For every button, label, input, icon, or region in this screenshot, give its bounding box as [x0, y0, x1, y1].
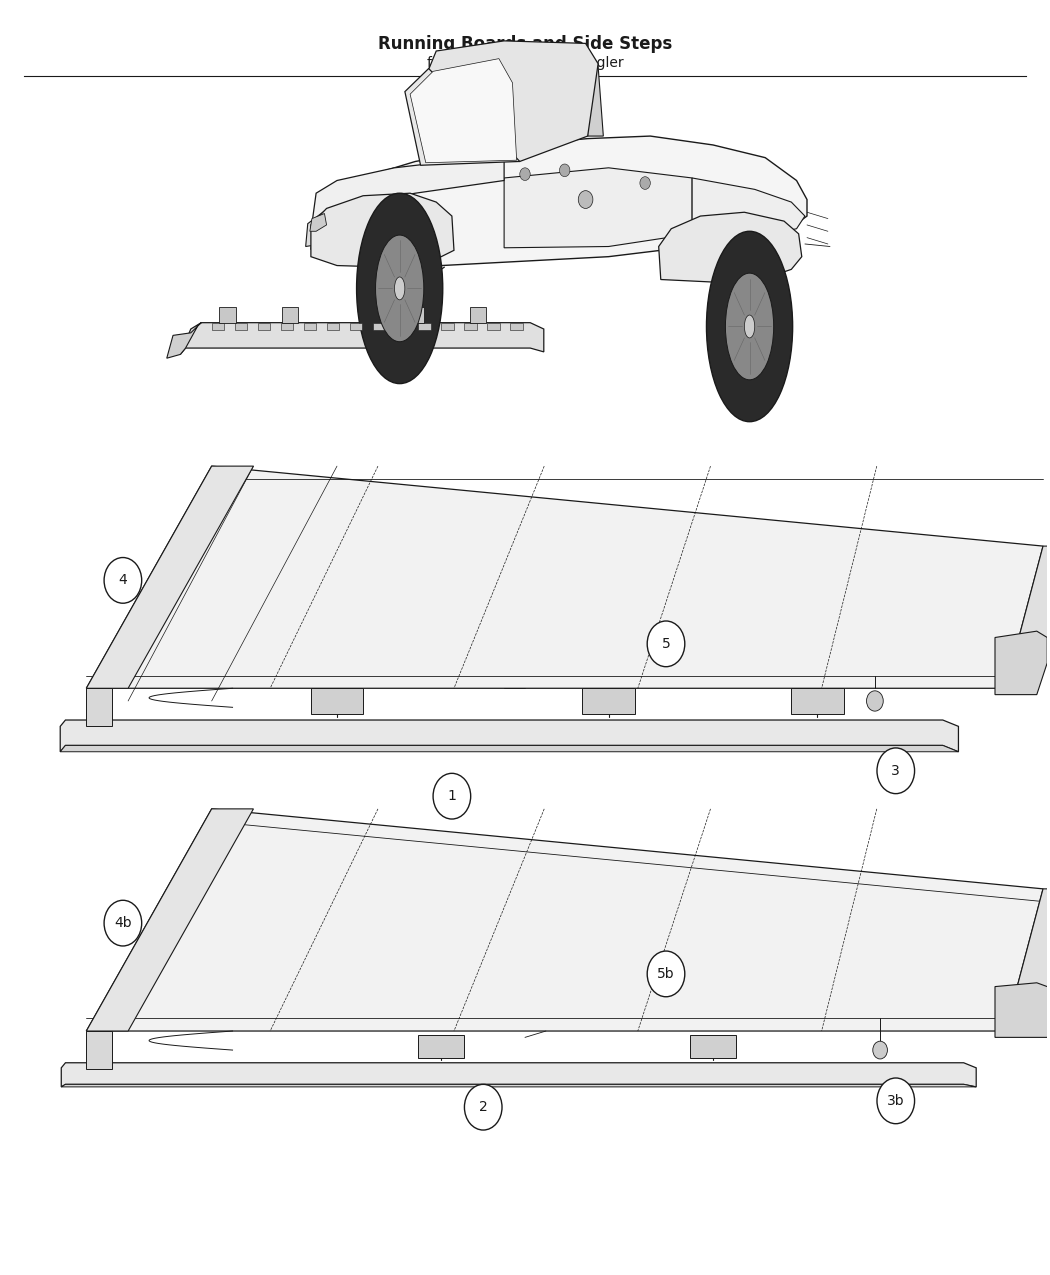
Circle shape [639, 177, 650, 190]
Polygon shape [428, 41, 598, 162]
Circle shape [873, 1042, 887, 1060]
Text: 1: 1 [447, 789, 457, 803]
Text: 3: 3 [891, 764, 900, 778]
Polygon shape [219, 307, 235, 323]
Polygon shape [181, 323, 544, 354]
Text: 4: 4 [119, 574, 127, 588]
Polygon shape [586, 66, 604, 136]
Text: 4b: 4b [114, 917, 131, 931]
Polygon shape [60, 720, 959, 752]
Text: for your 1998 Jeep Wrangler: for your 1998 Jeep Wrangler [426, 56, 624, 70]
Polygon shape [510, 323, 523, 330]
Circle shape [464, 1084, 502, 1130]
Polygon shape [311, 136, 807, 265]
Polygon shape [306, 210, 335, 246]
Text: 3b: 3b [887, 1094, 905, 1108]
Circle shape [866, 691, 883, 711]
Circle shape [647, 621, 685, 667]
Polygon shape [212, 323, 225, 330]
Polygon shape [257, 323, 270, 330]
Polygon shape [311, 156, 504, 231]
Polygon shape [690, 1035, 736, 1058]
Polygon shape [61, 1084, 976, 1086]
Text: Running Boards and Side Steps: Running Boards and Side Steps [378, 34, 672, 52]
Polygon shape [658, 212, 802, 282]
Polygon shape [504, 168, 692, 247]
Ellipse shape [395, 277, 405, 300]
Circle shape [104, 900, 142, 946]
Polygon shape [373, 323, 385, 330]
Polygon shape [86, 467, 1043, 688]
Polygon shape [234, 323, 247, 330]
Polygon shape [86, 688, 112, 727]
Polygon shape [419, 323, 430, 330]
Polygon shape [311, 194, 454, 266]
Polygon shape [441, 323, 454, 330]
Circle shape [520, 168, 530, 181]
Circle shape [560, 164, 570, 177]
Polygon shape [583, 688, 634, 714]
Polygon shape [411, 59, 517, 163]
Polygon shape [350, 323, 362, 330]
Polygon shape [167, 323, 202, 358]
Polygon shape [1006, 889, 1050, 1031]
Circle shape [877, 1077, 915, 1123]
Polygon shape [281, 307, 298, 323]
Text: 2: 2 [479, 1100, 487, 1114]
Polygon shape [86, 808, 1043, 1031]
Polygon shape [311, 688, 363, 714]
Ellipse shape [357, 194, 443, 384]
Polygon shape [310, 213, 327, 231]
Polygon shape [692, 179, 805, 237]
Polygon shape [86, 467, 253, 688]
Polygon shape [995, 983, 1050, 1038]
Polygon shape [995, 631, 1047, 695]
Polygon shape [327, 323, 339, 330]
Circle shape [647, 951, 685, 997]
Polygon shape [280, 323, 293, 330]
Polygon shape [1006, 546, 1050, 689]
Circle shape [433, 774, 470, 819]
Ellipse shape [707, 231, 793, 422]
Circle shape [877, 748, 915, 793]
Circle shape [579, 191, 593, 208]
Polygon shape [792, 688, 843, 714]
Polygon shape [61, 1063, 976, 1086]
Polygon shape [419, 1035, 464, 1058]
Polygon shape [487, 323, 500, 330]
Polygon shape [469, 307, 486, 323]
Ellipse shape [376, 235, 424, 342]
Text: 5: 5 [662, 636, 670, 650]
Polygon shape [405, 54, 520, 166]
Polygon shape [86, 808, 253, 1031]
Ellipse shape [744, 315, 755, 338]
Polygon shape [464, 323, 477, 330]
Polygon shape [60, 746, 959, 752]
Polygon shape [396, 323, 408, 330]
Circle shape [104, 557, 142, 603]
Polygon shape [86, 1031, 112, 1070]
Text: 5b: 5b [657, 966, 675, 980]
Polygon shape [407, 307, 424, 323]
Polygon shape [303, 323, 316, 330]
Ellipse shape [726, 273, 774, 380]
